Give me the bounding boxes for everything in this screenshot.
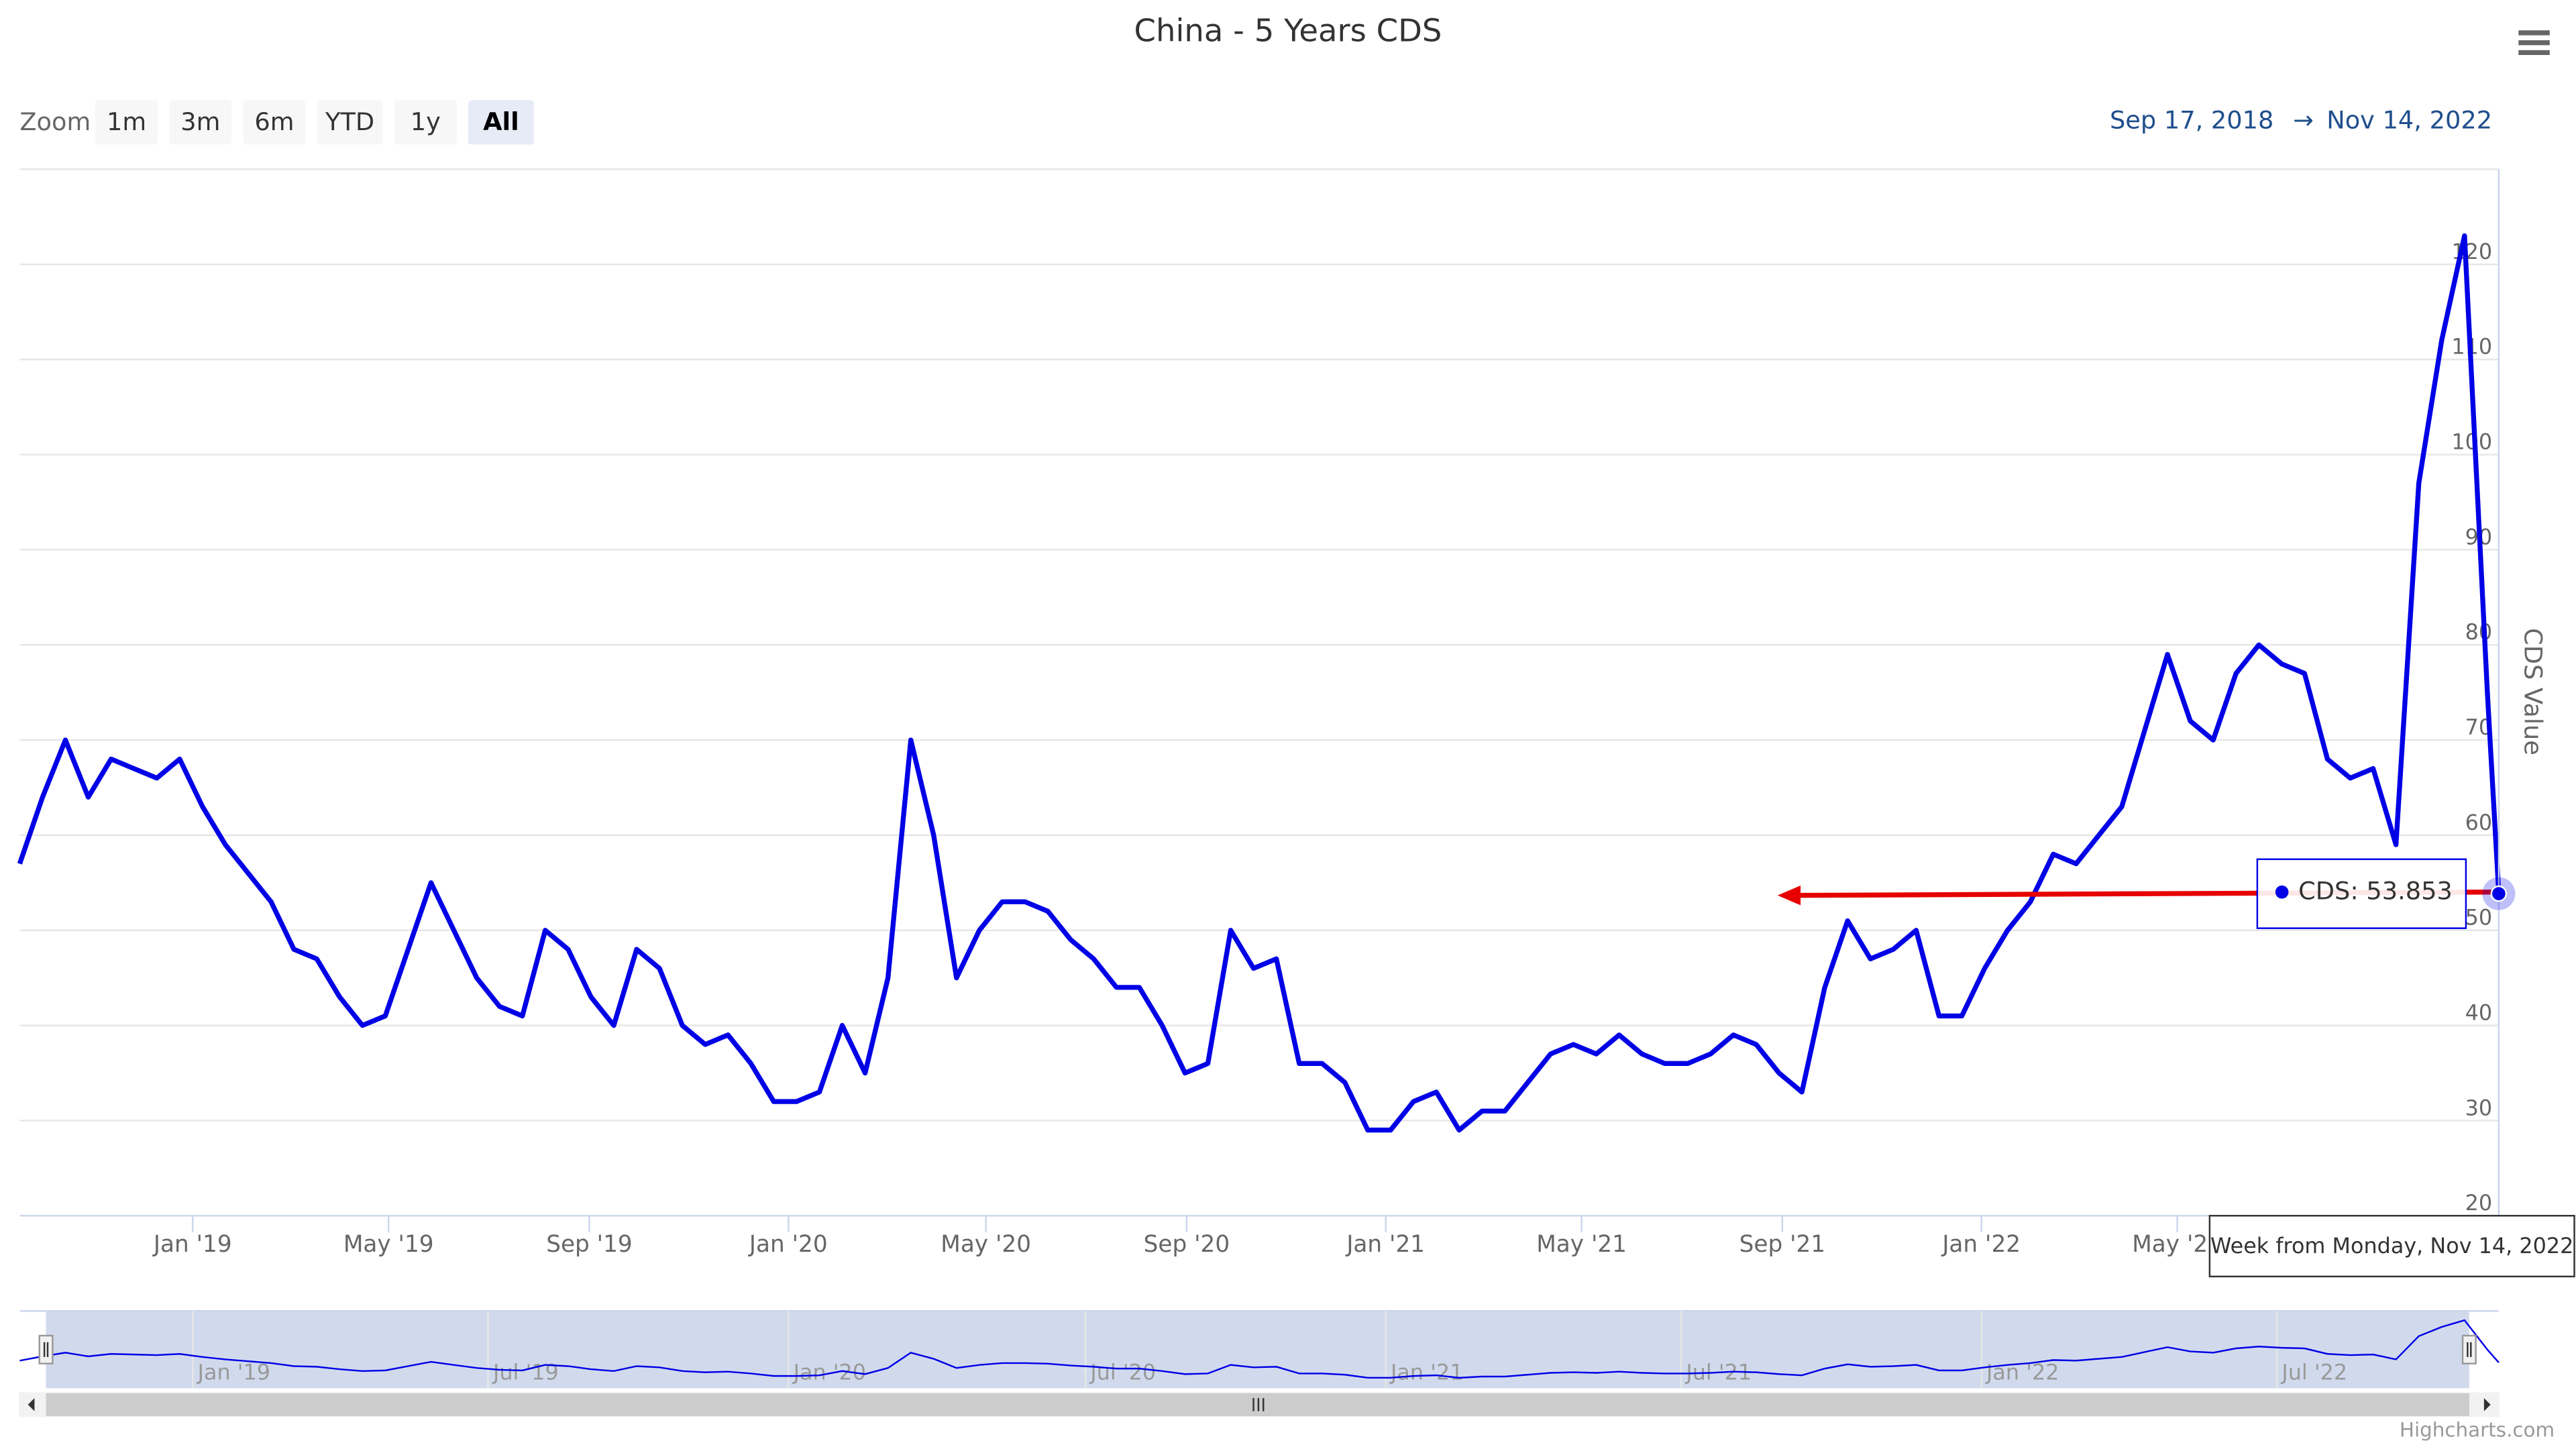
annotation-arrowhead xyxy=(1777,885,1801,906)
zoom-button-label[interactable]: 6m xyxy=(254,107,294,136)
y-tick-label: 50 xyxy=(2465,905,2493,930)
zoom-button[interactable] xyxy=(95,100,158,145)
y-tick-label: 30 xyxy=(2465,1095,2493,1120)
zoom-button[interactable] xyxy=(317,100,383,145)
x-tick-label: Jan '19 xyxy=(152,1231,232,1258)
x-tick-label: Sep '20 xyxy=(1144,1231,1230,1258)
tooltip-header-box xyxy=(2208,1215,2575,1278)
hover-point xyxy=(2490,885,2508,902)
y-tick-label: 20 xyxy=(2465,1190,2493,1216)
x-tick-label: May '21 xyxy=(1536,1231,1627,1258)
scroll-left[interactable] xyxy=(28,1398,35,1411)
navigator-tick-label: Jul '19 xyxy=(492,1359,559,1385)
x-tick-label: May '22 xyxy=(2132,1231,2222,1258)
zoom-label: Zoom xyxy=(19,107,91,136)
zoom-button-label[interactable]: 3m xyxy=(180,107,220,136)
zoom-button[interactable] xyxy=(169,100,232,145)
navigator-tick-label: Jul '20 xyxy=(1089,1359,1156,1385)
y-tick-label: 60 xyxy=(2465,810,2493,835)
range-arrow: → xyxy=(2293,106,2314,135)
zoom-button[interactable] xyxy=(468,100,534,145)
tooltip-header: Week from Monday, Nov 14, 2022 xyxy=(2210,1233,2573,1258)
navigator-tick-label: Jan '21 xyxy=(1389,1359,1463,1385)
zoom-button-label[interactable]: 1y xyxy=(411,107,441,136)
x-tick-label: Sep '19 xyxy=(546,1231,633,1258)
y-tick-label: 100 xyxy=(2451,429,2492,455)
x-tick-label: Jan '21 xyxy=(1345,1231,1425,1258)
x-tick-label: Jan '20 xyxy=(748,1231,828,1258)
navigator-selection xyxy=(46,1311,2469,1389)
navigator-handle[interactable] xyxy=(38,1334,54,1364)
x-tick-label: May '20 xyxy=(941,1231,1031,1258)
zoom-button-label[interactable]: All xyxy=(483,107,519,136)
navigator-tick-label: Jul '22 xyxy=(2280,1359,2347,1385)
x-tick-label: Jan '22 xyxy=(1941,1231,2021,1258)
range-to[interactable]: Nov 14, 2022 xyxy=(2326,106,2492,135)
tooltip-text: CDS: 53.853 xyxy=(2298,876,2453,905)
range-from[interactable]: Sep 17, 2018 xyxy=(2110,106,2273,135)
zoom-button-label[interactable]: YTD xyxy=(325,107,374,136)
tooltip-box xyxy=(2256,858,2467,929)
y-axis-title: CDS Value xyxy=(2518,628,2547,755)
zoom-button-label[interactable]: 1m xyxy=(107,107,146,136)
scroll-right[interactable] xyxy=(2483,1398,2491,1411)
x-tick-label: Sep '21 xyxy=(1739,1231,1825,1258)
zoom-button[interactable] xyxy=(394,100,457,145)
navigator-line xyxy=(19,1319,2500,1379)
chart-title: China - 5 Years CDS xyxy=(1134,12,1442,48)
navigator-handle[interactable] xyxy=(2461,1334,2477,1364)
series-line xyxy=(17,233,2502,1133)
credits[interactable]: Highcharts.com xyxy=(2400,1419,2555,1442)
y-tick-label: 40 xyxy=(2465,1000,2493,1025)
navigator-tick-label: Jan '19 xyxy=(197,1359,270,1385)
y-tick-label: 80 xyxy=(2465,619,2493,645)
zoom-button[interactable] xyxy=(243,100,306,145)
menu-button[interactable] xyxy=(2513,26,2553,60)
tooltip-dot xyxy=(2275,885,2289,899)
x-tick-label: May '19 xyxy=(343,1231,434,1258)
